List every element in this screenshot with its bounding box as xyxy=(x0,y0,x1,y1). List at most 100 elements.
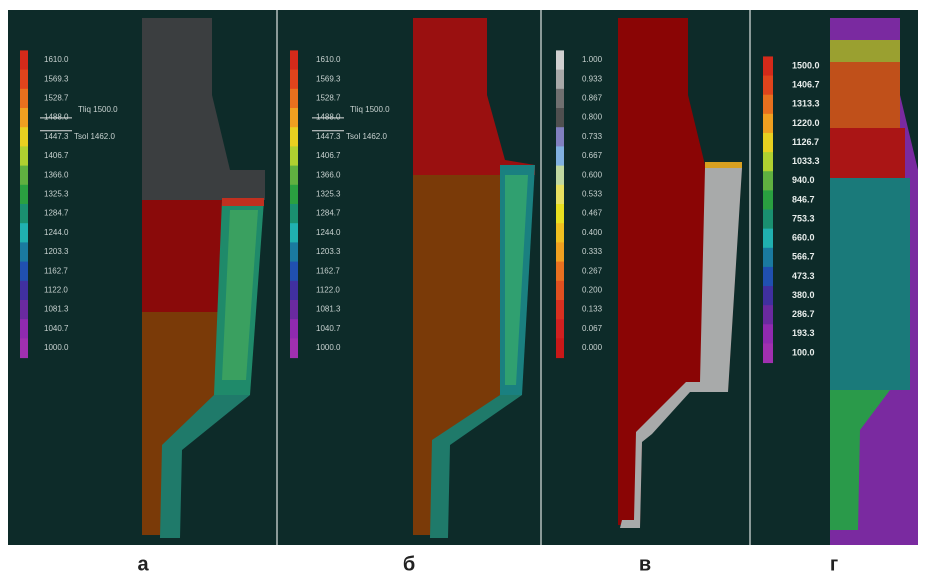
legend-label: 1325.3 xyxy=(44,190,69,199)
legend-swatch xyxy=(763,229,773,249)
legend-swatch xyxy=(556,146,564,166)
legend-label: 0.133 xyxy=(582,305,603,314)
legend-label: 1122.0 xyxy=(44,286,68,295)
legend-label: 1406.7 xyxy=(316,151,341,160)
legend-label: 1610.0 xyxy=(316,55,341,64)
legend-label: 1000.0 xyxy=(316,343,341,352)
legend-swatch xyxy=(556,204,564,224)
legend-swatch xyxy=(763,76,773,96)
legend-swatch xyxy=(20,127,28,147)
legend-label: 1000.0 xyxy=(44,343,69,352)
legend-swatch xyxy=(20,70,28,90)
legend-label: 100.0 xyxy=(792,347,815,357)
legend-swatch xyxy=(20,166,28,186)
legend-label: 1406.7 xyxy=(792,80,820,90)
legend-swatch xyxy=(763,56,773,76)
legend-label: 1488.0 xyxy=(44,113,69,122)
legend-label: 0.800 xyxy=(582,113,603,122)
legend-label: 1447.3 xyxy=(44,132,69,141)
legend-swatch xyxy=(20,281,28,301)
legend-swatch xyxy=(290,223,298,243)
legend-label: 1366.0 xyxy=(316,170,341,179)
legend-label: 1040.7 xyxy=(44,324,69,333)
legend-label: 1569.3 xyxy=(316,74,341,83)
legend-swatch xyxy=(290,166,298,186)
legend-swatch xyxy=(290,281,298,301)
legend-swatch xyxy=(290,242,298,262)
legend-swatch xyxy=(20,338,28,358)
legend-label: 1162.7 xyxy=(316,266,340,275)
legend-swatch xyxy=(763,190,773,210)
annotation: Tsol 1462.0 xyxy=(346,132,387,141)
legend-swatch xyxy=(20,50,28,70)
caption: в xyxy=(639,553,651,575)
legend-label: 1447.3 xyxy=(316,132,341,141)
legend-label: 1488.0 xyxy=(316,113,341,122)
legend-label: 0.867 xyxy=(582,94,603,103)
legend-label: 1366.0 xyxy=(44,170,69,179)
legend-swatch xyxy=(763,210,773,230)
legend-label: 0.933 xyxy=(582,74,603,83)
legend-swatch xyxy=(763,114,773,134)
legend-label: 1081.3 xyxy=(44,305,69,314)
legend-label: 1284.7 xyxy=(44,209,69,218)
legend-label: 1203.3 xyxy=(44,247,69,256)
legend-swatch xyxy=(763,152,773,172)
legend-swatch xyxy=(20,185,28,205)
annotation: Tliq 1500.0 xyxy=(350,105,390,114)
legend-swatch xyxy=(290,185,298,205)
legend-swatch xyxy=(20,146,28,166)
legend-swatch xyxy=(556,108,564,128)
legend-swatch xyxy=(290,70,298,90)
legend-swatch xyxy=(290,338,298,358)
legend-label: 1325.3 xyxy=(316,190,341,199)
legend-label: 1033.3 xyxy=(792,156,820,166)
legend-label: 1528.7 xyxy=(44,94,69,103)
legend-swatch xyxy=(556,50,564,70)
figure: 1610.0 1569.3 1528.7 1488.0 1447.3 1406.7 1366… xyxy=(0,0,926,575)
legend-swatch xyxy=(20,223,28,243)
legend-swatch xyxy=(290,50,298,70)
legend-label: 846.7 xyxy=(792,194,815,204)
annotation: Tsol 1462.0 xyxy=(74,132,115,141)
legend-swatch xyxy=(556,89,564,109)
legend-swatch xyxy=(20,204,28,224)
legend-label: 286.7 xyxy=(792,309,815,319)
legend-swatch xyxy=(763,267,773,287)
legend-label: 0.400 xyxy=(582,228,603,237)
annotation: Tliq 1500.0 xyxy=(78,105,118,114)
legend-swatch xyxy=(290,146,298,166)
legend-label: 1244.0 xyxy=(44,228,69,237)
legend-swatch xyxy=(556,223,564,243)
legend-label: 0.600 xyxy=(582,170,603,179)
legend-label: 0.000 xyxy=(582,343,603,352)
legend-label: 940.0 xyxy=(792,175,815,185)
legend-swatch xyxy=(763,248,773,268)
legend-swatch xyxy=(290,89,298,109)
legend-label: 1528.7 xyxy=(316,94,341,103)
legend-swatch xyxy=(763,324,773,344)
legend-swatch xyxy=(763,133,773,153)
legend-label: 1569.3 xyxy=(44,74,69,83)
legend-swatch xyxy=(556,262,564,282)
caption: а xyxy=(137,553,149,575)
legend-label: 1122.0 xyxy=(316,286,340,295)
legend-label: 1313.3 xyxy=(792,99,820,109)
legend-swatch xyxy=(556,127,564,147)
legend-swatch xyxy=(556,242,564,262)
legend-label: 753.3 xyxy=(792,213,815,223)
legend-swatch xyxy=(763,343,773,363)
legend-label: 1203.3 xyxy=(316,247,341,256)
legend-label: 193.3 xyxy=(792,328,815,338)
legend-label: 0.467 xyxy=(582,209,603,218)
legend-swatch xyxy=(556,166,564,186)
legend-swatch xyxy=(20,262,28,282)
legend-label: 0.200 xyxy=(582,286,603,295)
legend-label: 1610.0 xyxy=(44,55,69,64)
legend-label: 0.067 xyxy=(582,324,603,333)
legend-label: 473.3 xyxy=(792,271,815,281)
legend-label: 1162.7 xyxy=(44,266,68,275)
caption: г xyxy=(830,553,838,575)
legend-label: 1220.0 xyxy=(792,118,820,128)
legend-swatch xyxy=(20,319,28,339)
